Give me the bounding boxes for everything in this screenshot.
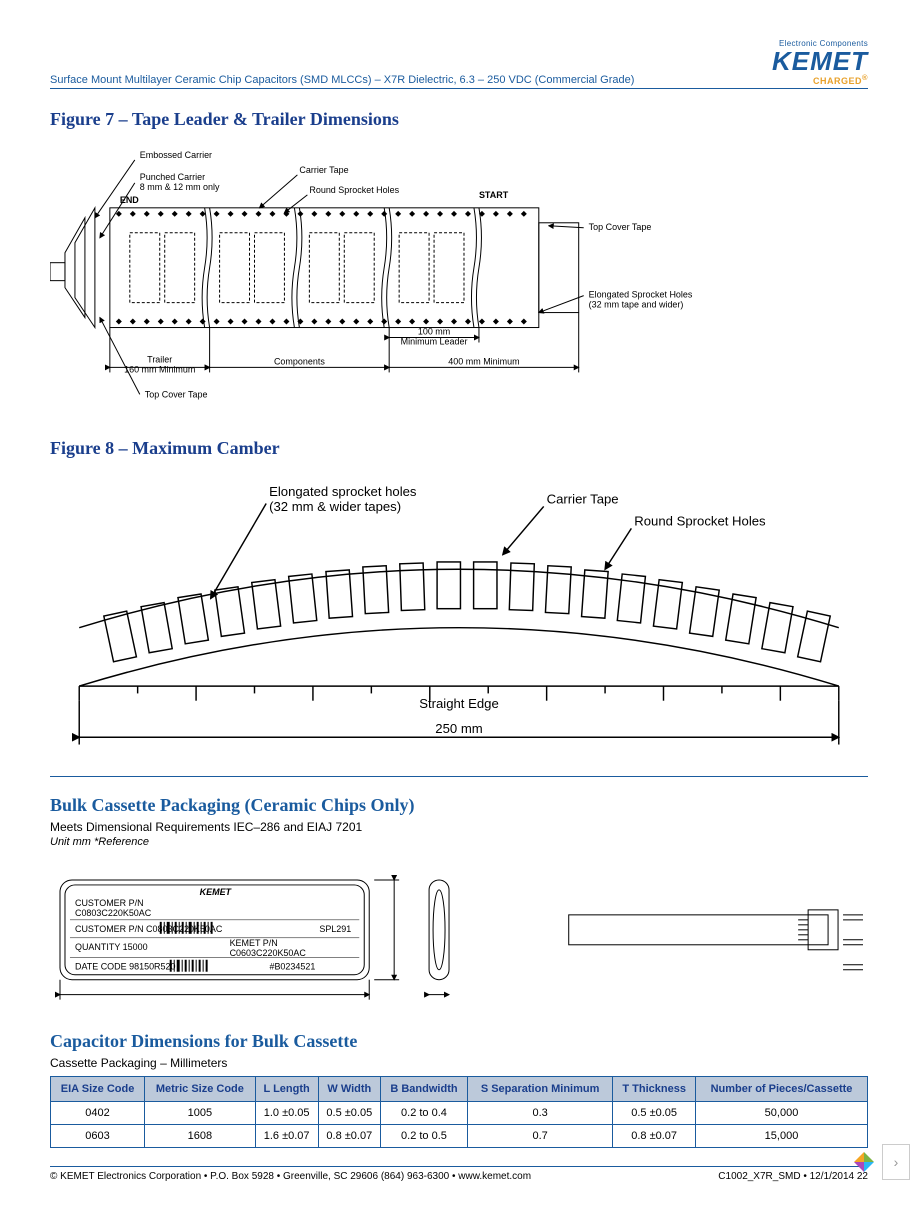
section-divider <box>50 776 868 777</box>
pager: › <box>852 1144 910 1180</box>
page-footer: © KEMET Electronics Corporation • P.O. B… <box>50 1166 868 1182</box>
table-row: 0603 1608 1.6 ±0.07 0.8 ±0.07 0.2 to 0.5… <box>51 1125 868 1148</box>
svg-text:CUSTOMER P/N: CUSTOMER P/N <box>75 898 144 908</box>
barcode-icon <box>160 922 213 934</box>
sprocket-bot <box>116 319 527 325</box>
svg-text:DATE CODE 98150R520: DATE CODE 98150R520 <box>75 962 176 972</box>
col-pieces: Number of Pieces/Cassette <box>696 1077 868 1102</box>
table-row: 0402 1005 1.0 ±0.05 0.5 ±0.05 0.2 to 0.4… <box>51 1102 868 1125</box>
bulk-sub: Meets Dimensional Requirements IEC–286 a… <box>50 820 868 834</box>
label-top-cover2: Top Cover Tape <box>145 389 208 399</box>
svg-text:400 mm Minimum: 400 mm Minimum <box>448 356 519 366</box>
figure7-diagram: Embossed Carrier Punched Carrier8 mm & 1… <box>50 138 868 417</box>
capdim-title: Capacitor Dimensions for Bulk Cassette <box>50 1031 868 1052</box>
figure7-title: Figure 7 – Tape Leader & Trailer Dimensi… <box>50 109 868 130</box>
label-top-cover: Top Cover Tape <box>589 222 652 232</box>
svg-text:Trailer160 mm Minimum: Trailer160 mm Minimum <box>124 354 195 374</box>
footer-left: © KEMET Electronics Corporation • P.O. B… <box>50 1171 531 1182</box>
svg-text:Carrier Tape: Carrier Tape <box>547 492 619 507</box>
capdim-sub: Cassette Packaging – Millimeters <box>50 1056 868 1070</box>
sprocket-top <box>116 211 527 217</box>
svg-text:KEMET: KEMET <box>200 887 233 897</box>
bulk-note: Unit mm *Reference <box>50 836 868 848</box>
col-metric: Metric Size Code <box>145 1077 256 1102</box>
brand-logo: Electronic Components KEMET CHARGED® <box>772 40 868 86</box>
svg-text:#B0234521: #B0234521 <box>269 962 315 972</box>
svg-text:Components: Components <box>274 356 325 366</box>
svg-text:KEMET P/N: KEMET P/N <box>230 938 278 948</box>
label-embossed: Embossed Carrier <box>140 150 212 160</box>
page-header: Surface Mount Multilayer Ceramic Chip Ca… <box>50 40 868 89</box>
label-round-holes: Round Sprocket Holes <box>309 185 399 195</box>
label-end: END <box>120 195 139 205</box>
table-header-row: EIA Size Code Metric Size Code L Length … <box>51 1077 868 1102</box>
bulk-cassette-diagram: KEMET CUSTOMER P/N C0803C220K50AC CUSTOM… <box>50 860 868 1010</box>
svg-text:250 mm: 250 mm <box>435 721 482 736</box>
capdim-table: EIA Size Code Metric Size Code L Length … <box>50 1076 868 1148</box>
logo-text: KEMET <box>772 48 868 74</box>
svg-text:Elongated sprocket holes(32 mm: Elongated sprocket holes(32 mm & wider t… <box>269 485 417 515</box>
col-length: L Length <box>255 1077 318 1102</box>
label-start: START <box>479 190 509 200</box>
col-separation: S Separation Minimum <box>467 1077 612 1102</box>
next-page-button[interactable]: › <box>882 1144 910 1180</box>
footer-right: C1002_X7R_SMD • 12/1/2014 22 <box>718 1171 868 1182</box>
col-eia: EIA Size Code <box>51 1077 145 1102</box>
label-carrier-tape: Carrier Tape <box>299 165 348 175</box>
pager-logo-icon <box>852 1150 876 1174</box>
document-title: Surface Mount Multilayer Ceramic Chip Ca… <box>50 74 634 86</box>
svg-text:C0803C220K50AC: C0803C220K50AC <box>75 908 152 918</box>
col-width: W Width <box>318 1077 380 1102</box>
col-bandwidth: B Bandwidth <box>381 1077 468 1102</box>
svg-text:SPL291: SPL291 <box>319 924 351 934</box>
svg-text:Straight Edge: Straight Edge <box>419 696 499 711</box>
svg-text:C0603C220K50AC: C0603C220K50AC <box>230 948 307 958</box>
label-punched: Punched Carrier8 mm & 12 mm only <box>140 172 220 192</box>
svg-text:QUANTITY 15000: QUANTITY 15000 <box>75 942 148 952</box>
bulk-title: Bulk Cassette Packaging (Ceramic Chips O… <box>50 795 868 816</box>
figure8-title: Figure 8 – Maximum Camber <box>50 438 868 459</box>
chevron-right-icon: › <box>894 1154 899 1170</box>
svg-text:Round Sprocket Holes: Round Sprocket Holes <box>634 514 766 529</box>
label-elongated: Elongated Sprocket Holes(32 mm tape and … <box>589 290 693 310</box>
figure8-diagram: Elongated sprocket holes(32 mm & wider t… <box>50 467 868 759</box>
col-thickness: T Thickness <box>613 1077 696 1102</box>
svg-text:100 mmMinimum Leader: 100 mmMinimum Leader <box>401 327 468 347</box>
